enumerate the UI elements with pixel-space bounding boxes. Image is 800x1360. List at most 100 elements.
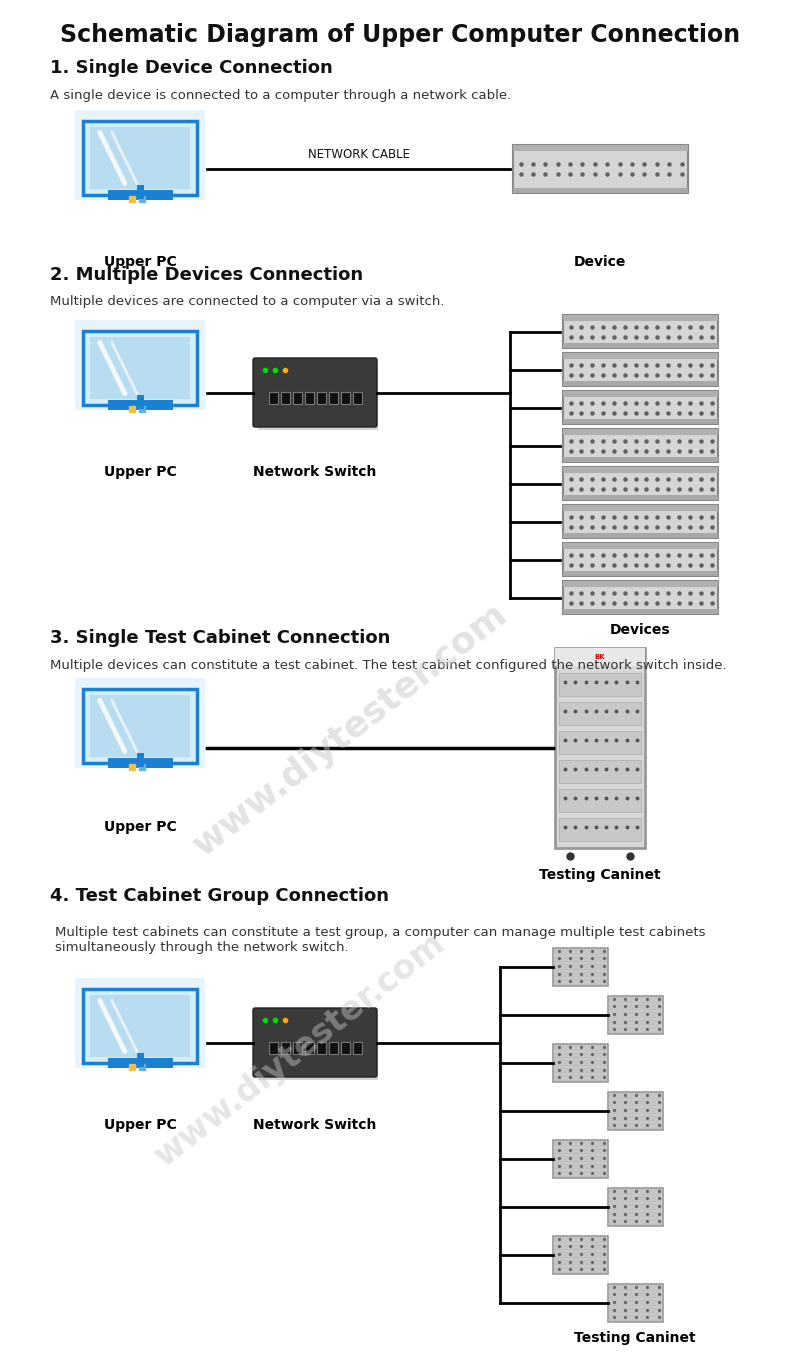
Bar — [610, 1005, 661, 1010]
Bar — [75, 320, 205, 409]
Bar — [341, 392, 350, 404]
Bar — [562, 316, 718, 348]
Bar — [554, 1244, 606, 1250]
Bar — [329, 1042, 338, 1054]
Bar — [90, 996, 190, 1057]
Bar — [562, 392, 718, 424]
Bar — [554, 1259, 606, 1265]
Bar — [559, 702, 641, 725]
Bar — [562, 419, 718, 424]
Bar — [513, 146, 687, 151]
Bar — [562, 505, 718, 539]
Bar — [610, 1115, 661, 1122]
Bar — [562, 543, 718, 549]
Bar — [610, 1315, 661, 1321]
Bar — [83, 121, 197, 196]
Bar — [83, 330, 197, 405]
Bar — [562, 581, 718, 613]
Bar — [554, 979, 606, 985]
Text: 2. Multiple Devices Connection: 2. Multiple Devices Connection — [50, 267, 363, 284]
Bar — [610, 1212, 661, 1217]
Text: Network Switch: Network Switch — [254, 465, 377, 479]
FancyBboxPatch shape — [253, 1008, 377, 1077]
Bar — [610, 1108, 661, 1114]
Bar — [562, 466, 718, 473]
Bar — [554, 1076, 606, 1081]
Bar — [75, 679, 205, 768]
Bar — [610, 1093, 661, 1099]
Bar — [258, 1015, 378, 1080]
Bar — [610, 1189, 661, 1194]
Bar — [554, 1253, 606, 1258]
Bar — [610, 1300, 661, 1306]
Bar — [610, 1123, 661, 1129]
Bar — [607, 1092, 662, 1130]
Bar — [269, 1042, 278, 1054]
Bar — [555, 647, 645, 666]
Bar — [83, 989, 197, 1064]
Bar — [554, 1053, 606, 1058]
Bar — [559, 817, 641, 840]
Bar — [553, 1140, 607, 1178]
Bar — [610, 1204, 661, 1210]
Bar — [562, 609, 718, 613]
Text: www.diytester.com: www.diytester.com — [149, 926, 451, 1174]
Text: 4. Test Cabinet Group Connection: 4. Test Cabinet Group Connection — [50, 887, 389, 904]
Bar — [353, 392, 362, 404]
Bar — [562, 428, 718, 435]
Bar — [610, 1292, 661, 1299]
Bar — [513, 146, 687, 193]
Bar — [305, 392, 314, 404]
Bar — [258, 364, 378, 430]
Bar — [607, 1189, 662, 1225]
Bar — [554, 956, 606, 963]
Bar — [562, 343, 718, 348]
Bar — [554, 949, 606, 955]
Bar — [562, 571, 718, 577]
Text: Multiple devices are connected to a computer via a switch.: Multiple devices are connected to a comp… — [50, 295, 445, 309]
Bar — [562, 381, 718, 386]
Bar — [305, 1042, 314, 1054]
Bar — [562, 505, 718, 511]
Bar — [107, 758, 173, 768]
Bar — [554, 1164, 606, 1170]
Bar — [553, 948, 607, 986]
Bar — [555, 647, 645, 849]
Bar — [554, 1068, 606, 1073]
Text: Devices: Devices — [610, 623, 670, 636]
Bar — [554, 1044, 606, 1050]
Bar — [341, 1042, 350, 1054]
Bar — [353, 1042, 362, 1054]
Bar — [554, 1171, 606, 1176]
Bar — [559, 760, 641, 783]
Bar — [107, 1058, 173, 1068]
Text: Upper PC: Upper PC — [104, 465, 176, 479]
Bar — [562, 466, 718, 500]
Bar — [610, 1027, 661, 1034]
Bar — [107, 190, 173, 200]
Bar — [562, 581, 718, 588]
Bar — [75, 110, 205, 200]
Text: A single device is connected to a computer through a network cable.: A single device is connected to a comput… — [50, 88, 511, 102]
Text: Upper PC: Upper PC — [104, 1118, 176, 1132]
Text: NETWORK CABLE: NETWORK CABLE — [307, 148, 410, 160]
Bar — [554, 1268, 606, 1273]
Text: 1. Single Device Connection: 1. Single Device Connection — [50, 58, 333, 78]
Bar — [562, 354, 718, 359]
Text: Network Switch: Network Switch — [254, 1118, 377, 1132]
Bar — [317, 1042, 326, 1054]
Bar — [559, 789, 641, 812]
Text: Upper PC: Upper PC — [104, 820, 176, 834]
Bar — [554, 1141, 606, 1146]
Bar — [610, 1197, 661, 1202]
FancyBboxPatch shape — [253, 358, 377, 427]
Text: 3. Single Test Cabinet Connection: 3. Single Test Cabinet Connection — [50, 628, 390, 647]
Bar — [269, 392, 278, 404]
Bar — [554, 972, 606, 978]
Text: Upper PC: Upper PC — [104, 256, 176, 269]
Bar — [293, 1042, 302, 1054]
Bar — [562, 316, 718, 321]
Bar — [107, 400, 173, 409]
Bar — [554, 964, 606, 970]
Bar — [554, 1061, 606, 1066]
